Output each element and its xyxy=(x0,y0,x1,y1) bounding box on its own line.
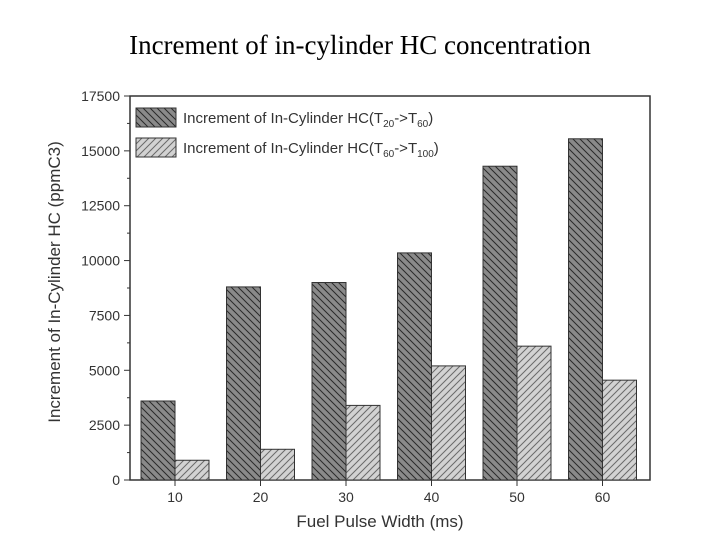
bar-series-2 xyxy=(431,365,466,481)
x-tick-label: 50 xyxy=(509,489,525,505)
bar-series-2 xyxy=(345,404,381,481)
bar-series-2 xyxy=(602,379,637,481)
bars-group xyxy=(140,138,637,481)
bar-series-2 xyxy=(174,459,210,481)
bar-series-1 xyxy=(397,252,432,481)
bar-series-1 xyxy=(140,400,176,481)
bar-series-1 xyxy=(226,286,261,481)
legend: Increment of In-Cylinder HC(T20->T60) In… xyxy=(135,107,439,160)
y-tick-label: 15000 xyxy=(81,143,120,159)
x-tick-label: 60 xyxy=(595,489,611,505)
x-tick-label: 30 xyxy=(338,489,354,505)
legend-label-series-1: Increment of In-Cylinder HC(T20->T60) xyxy=(183,110,433,130)
x-tick-label: 40 xyxy=(424,489,440,505)
y-tick-label: 2500 xyxy=(89,417,120,433)
slide-title: Increment of in-cylinder HC concentratio… xyxy=(129,30,591,60)
bar-series-2 xyxy=(516,345,552,481)
legend-label-series-2: Increment of In-Cylinder HC(T60->T100) xyxy=(183,140,439,160)
bar-series-1 xyxy=(568,138,603,481)
y-tick-label: 17500 xyxy=(81,88,120,104)
x-axis: 10 20 30 40 50 60 xyxy=(167,480,610,505)
bar-series-1 xyxy=(311,282,347,481)
y-tick-label: 10000 xyxy=(81,253,120,269)
x-tick-label: 10 xyxy=(167,489,183,505)
x-tick-label: 20 xyxy=(253,489,269,505)
y-tick-label: 7500 xyxy=(89,307,120,323)
x-axis-title: Fuel Pulse Width (ms) xyxy=(296,512,463,531)
y-axis-title: Increment of In-Cylinder HC (ppmC3) xyxy=(45,141,64,423)
bar-series-1 xyxy=(482,165,518,481)
legend-swatch-series-1 xyxy=(135,107,177,128)
bar-series-2 xyxy=(260,448,295,481)
y-tick-label: 12500 xyxy=(81,198,120,214)
y-axis: 0 2500 5000 7500 10000 12500 15000 17500 xyxy=(81,88,130,488)
legend-swatch-series-2 xyxy=(135,137,177,158)
y-tick-label: 5000 xyxy=(89,362,120,378)
y-tick-label: 0 xyxy=(112,472,120,488)
